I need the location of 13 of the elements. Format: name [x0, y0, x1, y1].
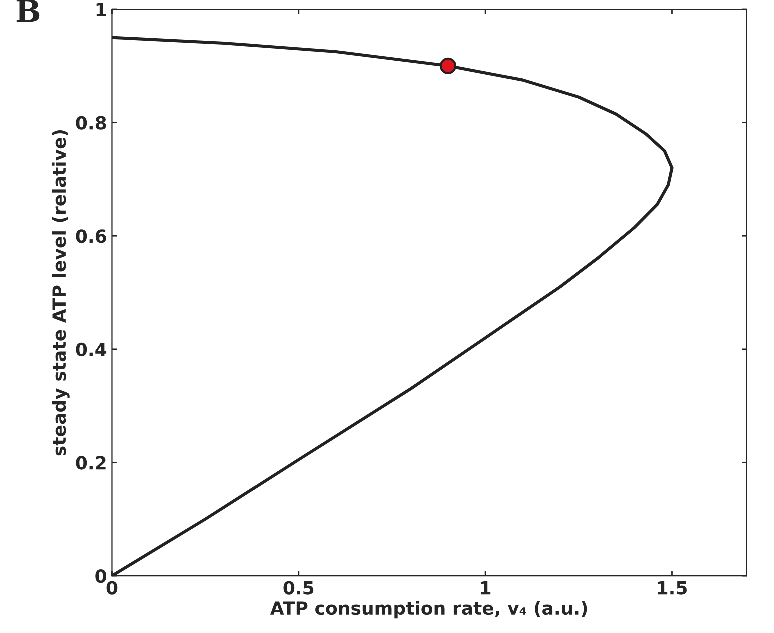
y-tick-label: 0.4 [76, 342, 107, 357]
y-tick-label: 0 [96, 569, 107, 584]
x-axis-title: ATP consumption rate, v₄ (a.u.) [270, 601, 588, 619]
y-tick-label: 1 [96, 3, 106, 16]
text: B [16, 0, 40, 22]
y-axis-title: steady state ATP level (relative) [52, 130, 70, 456]
x-tick-label: 1.5 [658, 581, 687, 595]
x-tick-label: 0.5 [284, 581, 314, 595]
y-tick-label: 0.8 [76, 116, 106, 130]
y-tick-label: 0.2 [76, 456, 106, 470]
x-tick-label: 1 [481, 581, 491, 595]
y-tick-label: 0.6 [76, 230, 106, 244]
x-tick-label: 0 [106, 581, 118, 595]
